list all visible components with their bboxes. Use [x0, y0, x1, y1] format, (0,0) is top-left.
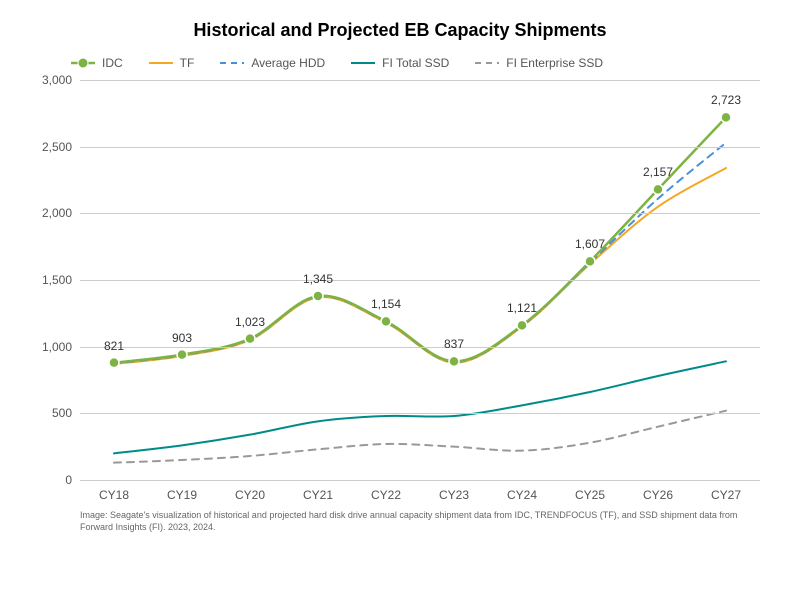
chart-container: Historical and Projected EB Capacity Shi… [0, 0, 800, 600]
point-label: 1,023 [235, 315, 265, 329]
x-axis-label: CY26 [643, 480, 673, 502]
x-axis-label: CY22 [371, 480, 401, 502]
point-label: 903 [172, 331, 192, 345]
marker-idc [585, 256, 595, 266]
chart-title: Historical and Projected EB Capacity Shi… [30, 20, 770, 41]
y-axis-label: 1,500 [42, 273, 80, 287]
y-axis-label: 0 [65, 473, 80, 487]
point-label: 821 [104, 339, 124, 353]
series-fi_ent_ssd [114, 411, 726, 463]
grid-line [80, 347, 760, 348]
legend-item-fi_total_ssd: FI Total SSD [350, 56, 449, 70]
x-axis-label: CY23 [439, 480, 469, 502]
plot-area: 05001,0001,5002,0002,5003,000CY18CY19CY2… [80, 80, 760, 480]
x-axis-label: CY21 [303, 480, 333, 502]
legend-item-idc: IDC [70, 56, 123, 70]
grid-line [80, 147, 760, 148]
point-label: 1,607 [575, 237, 605, 251]
point-label: 837 [444, 337, 464, 351]
point-label: 1,154 [371, 297, 401, 311]
marker-idc [245, 334, 255, 344]
legend-item-fi_ent_ssd: FI Enterprise SSD [474, 56, 603, 70]
series-fi_total_ssd [114, 361, 726, 453]
x-axis-label: CY18 [99, 480, 129, 502]
marker-idc [313, 291, 323, 301]
x-axis-label: CY27 [711, 480, 741, 502]
marker-idc [177, 350, 187, 360]
grid-line [80, 280, 760, 281]
legend-label: Average HDD [251, 56, 325, 70]
grid-line [80, 213, 760, 214]
x-axis-label: CY24 [507, 480, 537, 502]
legend-label: TF [180, 56, 195, 70]
marker-idc [381, 316, 391, 326]
legend-swatch-tf-icon [148, 57, 174, 69]
legend-item-avg_hdd: Average HDD [219, 56, 325, 70]
point-label: 1,121 [507, 301, 537, 315]
y-axis-label: 500 [52, 406, 80, 420]
x-axis-label: CY20 [235, 480, 265, 502]
legend-label: FI Enterprise SSD [506, 56, 603, 70]
marker-idc [109, 358, 119, 368]
marker-idc [517, 320, 527, 330]
grid-line [80, 413, 760, 414]
caption: Image: Seagate's visualization of histor… [80, 510, 760, 533]
legend: IDC TF Average HDD FI Total SSD FI Enterpris… [70, 56, 770, 70]
legend-label: IDC [102, 56, 123, 70]
legend-item-tf: TF [148, 56, 195, 70]
y-axis-label: 2,500 [42, 140, 80, 154]
legend-swatch-fi_ent_ssd-icon [474, 57, 500, 69]
legend-swatch-idc-icon [70, 57, 96, 69]
y-axis-label: 2,000 [42, 206, 80, 220]
legend-swatch-fi_total_ssd-icon [350, 57, 376, 69]
marker-idc [653, 184, 663, 194]
legend-label: FI Total SSD [382, 56, 449, 70]
y-axis-label: 1,000 [42, 340, 80, 354]
point-label: 1,345 [303, 272, 333, 286]
point-label: 2,723 [711, 93, 741, 107]
grid-line [80, 80, 760, 81]
y-axis-label: 3,000 [42, 73, 80, 87]
marker-idc [449, 356, 459, 366]
series-idc [114, 117, 726, 362]
point-label: 2,157 [643, 165, 673, 179]
x-axis-label: CY25 [575, 480, 605, 502]
x-axis-label: CY19 [167, 480, 197, 502]
marker-idc [721, 112, 731, 122]
series-tf [114, 168, 726, 364]
legend-swatch-avg_hdd-icon [219, 57, 245, 69]
series-avg_hdd [114, 143, 726, 364]
